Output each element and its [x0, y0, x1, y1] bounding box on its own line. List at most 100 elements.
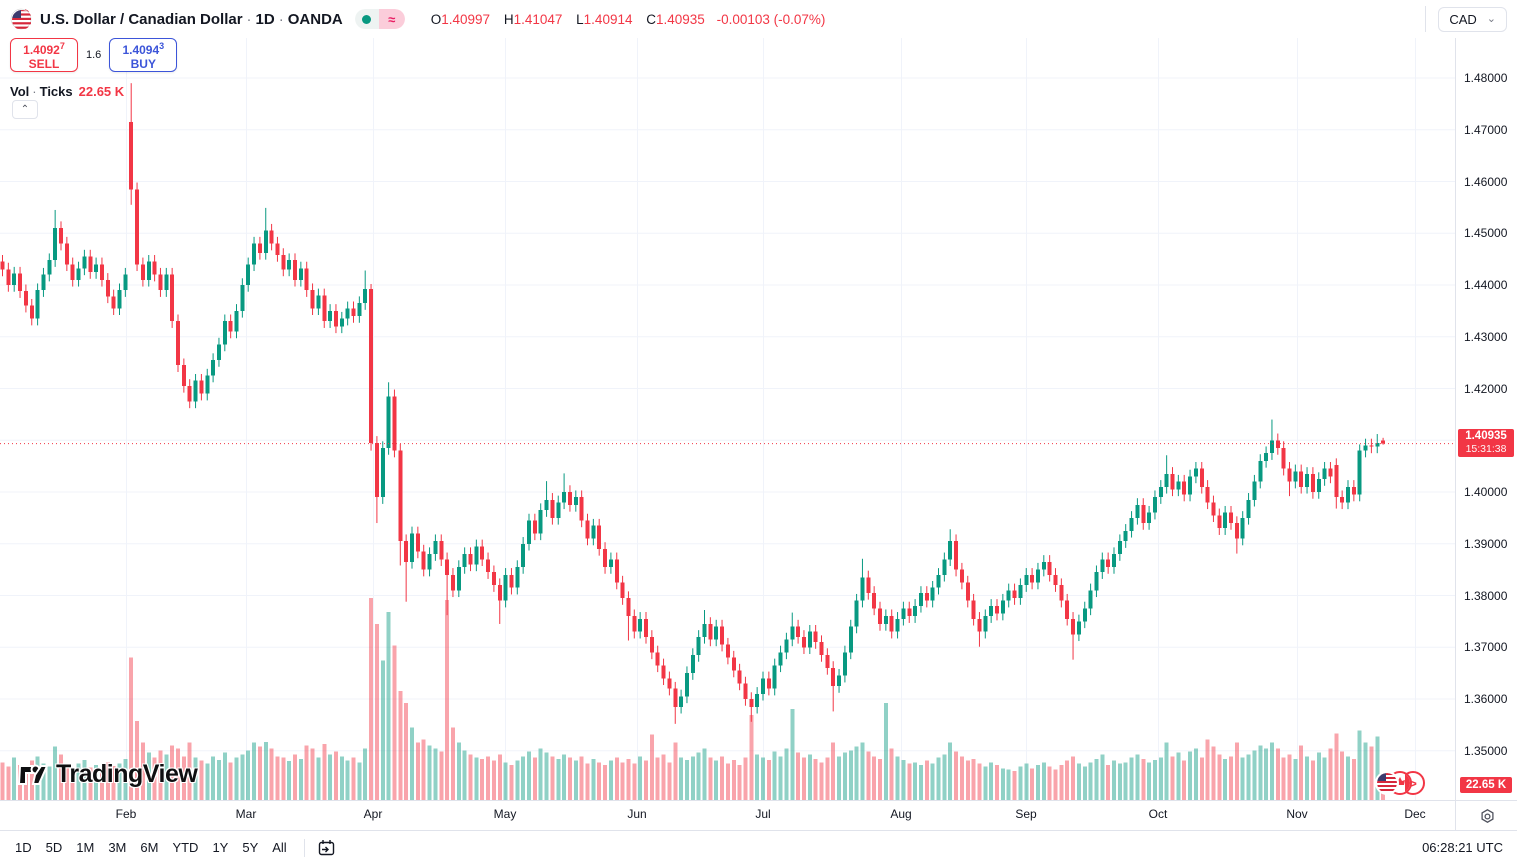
volume-bar — [579, 756, 584, 800]
candle-body — [111, 296, 116, 309]
candle-body — [404, 541, 409, 562]
volume-bar — [632, 763, 637, 800]
buy-button[interactable]: 1.40943 BUY — [109, 38, 178, 72]
volume-bar — [755, 754, 760, 800]
candle-body — [509, 574, 514, 588]
range-button-YTD[interactable]: YTD — [165, 835, 205, 860]
candle-body — [971, 600, 976, 619]
range-button-All[interactable]: All — [265, 835, 293, 860]
currency-dropdown[interactable]: CAD ⌄ — [1438, 6, 1507, 32]
range-button-5Y[interactable]: 5Y — [235, 835, 265, 860]
price-tick-label: 1.42000 — [1464, 381, 1508, 396]
candle-body — [632, 616, 637, 632]
candle-body — [1328, 468, 1333, 477]
candle-body — [661, 665, 666, 679]
candle-body — [380, 448, 385, 498]
volume-bar — [1112, 760, 1116, 800]
volume-bar — [1240, 757, 1245, 800]
volume-bar — [322, 744, 327, 800]
symbol-title[interactable]: U.S. Dollar / Canadian Dollar · 1D · OANDA — [40, 10, 343, 28]
candle-body — [1147, 512, 1152, 524]
candle-body — [1240, 517, 1245, 539]
month-label: Aug — [890, 807, 912, 821]
chart-pane[interactable]: 1.40927 SELL 1.6 1.40943 BUY Vol · Ticks 22… — [0, 38, 1455, 800]
volume-bar — [556, 758, 561, 800]
range-button-1M[interactable]: 1M — [69, 835, 101, 860]
range-button-1Y[interactable]: 1Y — [205, 835, 235, 860]
grid-lines — [0, 38, 1455, 800]
candle-body — [351, 308, 356, 317]
candle-body — [1076, 621, 1081, 635]
volume-bar — [1158, 757, 1163, 800]
clock-utc[interactable]: 06:28:21 UTC — [1422, 840, 1503, 855]
candle-body — [152, 261, 157, 275]
range-button-1D[interactable]: 1D — [8, 835, 39, 860]
volume-indicator-legend[interactable]: Vol · Ticks 22.65 K — [10, 84, 125, 99]
range-button-5D[interactable]: 5D — [39, 835, 70, 860]
header-divider — [1425, 6, 1427, 32]
candle-body — [369, 289, 374, 443]
range-button-3M[interactable]: 3M — [101, 835, 133, 860]
chevron-up-icon: ⌃ — [20, 104, 30, 115]
candle-body — [1018, 585, 1023, 599]
volume-bar — [995, 764, 999, 800]
candle-body — [620, 582, 625, 599]
volume-bar — [544, 752, 549, 800]
collapse-legend-button[interactable]: ⌃ — [12, 100, 38, 119]
candle-body — [1205, 486, 1210, 503]
candle-body — [538, 510, 543, 534]
candle-body — [1129, 517, 1134, 531]
candle-body — [813, 631, 818, 643]
volume-bar — [445, 600, 450, 800]
candle-body — [936, 574, 941, 588]
volume-bar — [690, 756, 695, 800]
ohlc-readout: O1.40997 H1.41047 L1.40914 C1.40935 -0.0… — [421, 12, 826, 27]
candle-body — [737, 670, 742, 684]
candle-body — [1293, 471, 1298, 482]
range-button-6M[interactable]: 6M — [133, 835, 165, 860]
sell-button[interactable]: 1.40927 SELL — [10, 38, 78, 72]
volume-bar — [1351, 758, 1356, 800]
price-tick-label: 1.37000 — [1464, 640, 1508, 655]
candle-body — [1211, 502, 1216, 516]
candlestick-chart[interactable] — [0, 38, 1455, 800]
volume-bar — [1147, 762, 1152, 800]
candle-body — [293, 260, 297, 280]
high-value: 1.41047 — [513, 11, 563, 27]
volume-bar — [64, 764, 69, 800]
volume-bar — [99, 769, 104, 800]
candle-body — [234, 310, 239, 332]
volume-bar — [942, 754, 947, 800]
candle-body — [1123, 530, 1128, 542]
candles-layer — [0, 83, 1386, 724]
candle-body — [222, 321, 227, 345]
candle-body — [831, 667, 836, 687]
interval-label[interactable]: 1D — [255, 10, 275, 28]
candle-body — [1334, 465, 1339, 498]
volume-bar — [778, 756, 783, 800]
price-tick-label: 1.43000 — [1464, 329, 1508, 344]
candle-body — [573, 497, 578, 505]
volume-bar — [807, 754, 812, 800]
volume-bar — [667, 762, 672, 800]
time-axis[interactable]: Feb Mar Apr May Jun Jul Aug Sep Oct Nov Dec — [0, 800, 1455, 831]
market-status-pill[interactable]: ≈ — [354, 9, 405, 29]
candle-body — [450, 574, 455, 591]
volume-bar — [971, 758, 976, 800]
volume-bar — [456, 742, 461, 800]
go-to-date-button[interactable] — [315, 836, 338, 859]
volume-bar — [380, 660, 385, 800]
volume-bar — [1375, 736, 1380, 800]
candle-body — [1357, 450, 1362, 495]
candle-body — [521, 543, 526, 568]
candle-body — [105, 279, 110, 297]
candle-body — [837, 675, 842, 687]
axis-settings-corner[interactable] — [1455, 800, 1517, 831]
volume-bar — [304, 745, 309, 800]
candle-body — [1088, 590, 1093, 609]
volume-bar — [1117, 763, 1122, 800]
tradingview-watermark[interactable]: TradingView — [18, 760, 198, 789]
volume-bar — [1246, 754, 1251, 800]
price-axis[interactable]: 1.48000 1.47000 1.46000 1.45000 1.44000 1.430… — [1455, 38, 1517, 830]
volume-bar — [1363, 742, 1368, 800]
